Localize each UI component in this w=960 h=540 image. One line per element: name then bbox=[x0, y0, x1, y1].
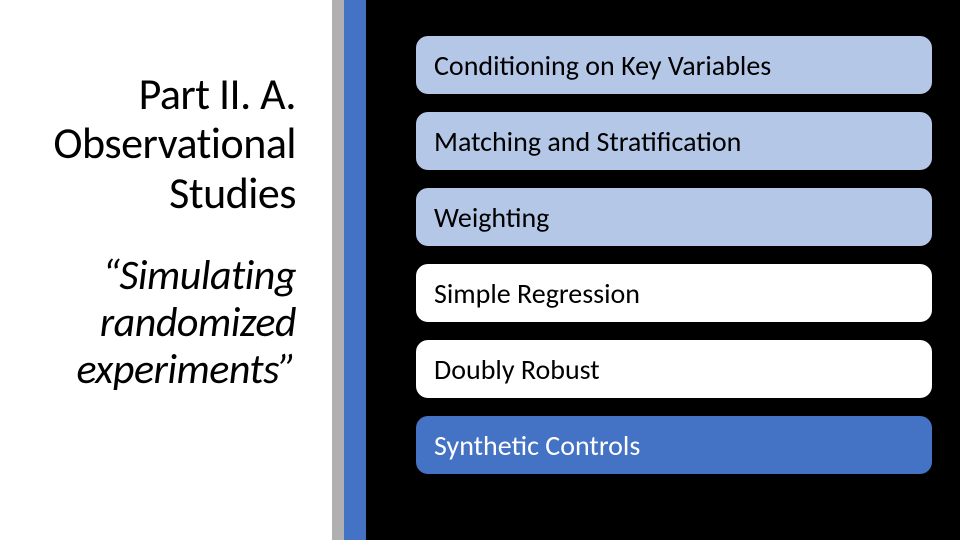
list-item: Synthetic Controls bbox=[414, 414, 934, 476]
section-subtitle: “Simulating randomized experiments” bbox=[20, 252, 296, 393]
list-item: Matching and Stratification bbox=[414, 110, 934, 172]
divider-blue-bar bbox=[344, 0, 366, 540]
subtitle-line: experiments” bbox=[76, 344, 296, 395]
vertical-divider bbox=[332, 0, 366, 540]
title-line: Part II. A. bbox=[139, 67, 296, 121]
section-title: Part II. A. Observational Studies bbox=[20, 70, 296, 218]
right-pane: Conditioning on Key Variables Matching a… bbox=[366, 0, 960, 540]
subtitle-line: randomized bbox=[100, 297, 296, 348]
divider-grey-bar bbox=[332, 0, 344, 540]
subtitle-line: “Simulating bbox=[102, 250, 296, 301]
slide: Part II. A. Observational Studies “Simul… bbox=[0, 0, 960, 540]
left-pane: Part II. A. Observational Studies “Simul… bbox=[0, 0, 332, 540]
title-line: Studies bbox=[169, 166, 296, 220]
list-item: Conditioning on Key Variables bbox=[414, 34, 934, 96]
list-item: Simple Regression bbox=[414, 262, 934, 324]
title-line: Observational bbox=[53, 116, 296, 170]
list-item: Doubly Robust bbox=[414, 338, 934, 400]
list-item: Weighting bbox=[414, 186, 934, 248]
